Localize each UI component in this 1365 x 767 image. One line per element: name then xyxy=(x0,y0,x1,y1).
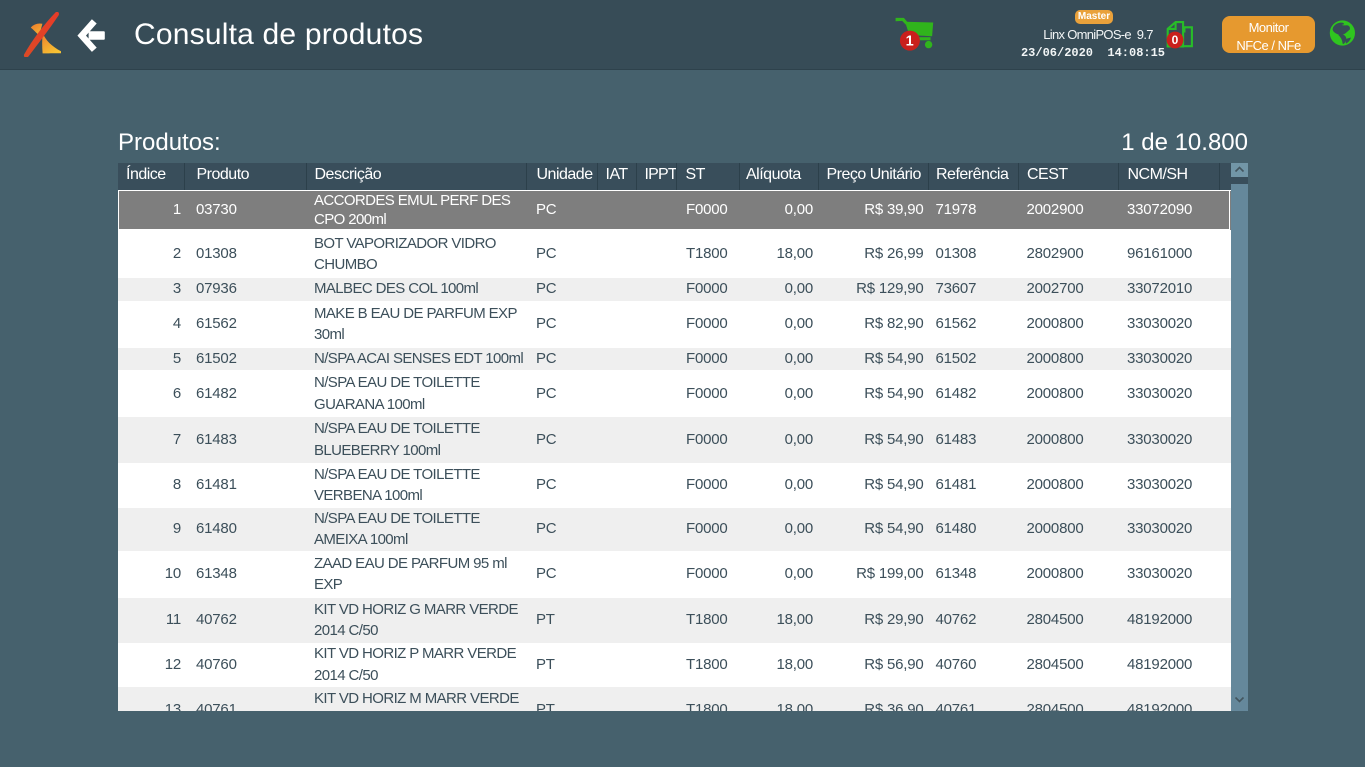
svg-text:0: 0 xyxy=(1172,33,1179,47)
svg-text:1: 1 xyxy=(906,34,914,50)
